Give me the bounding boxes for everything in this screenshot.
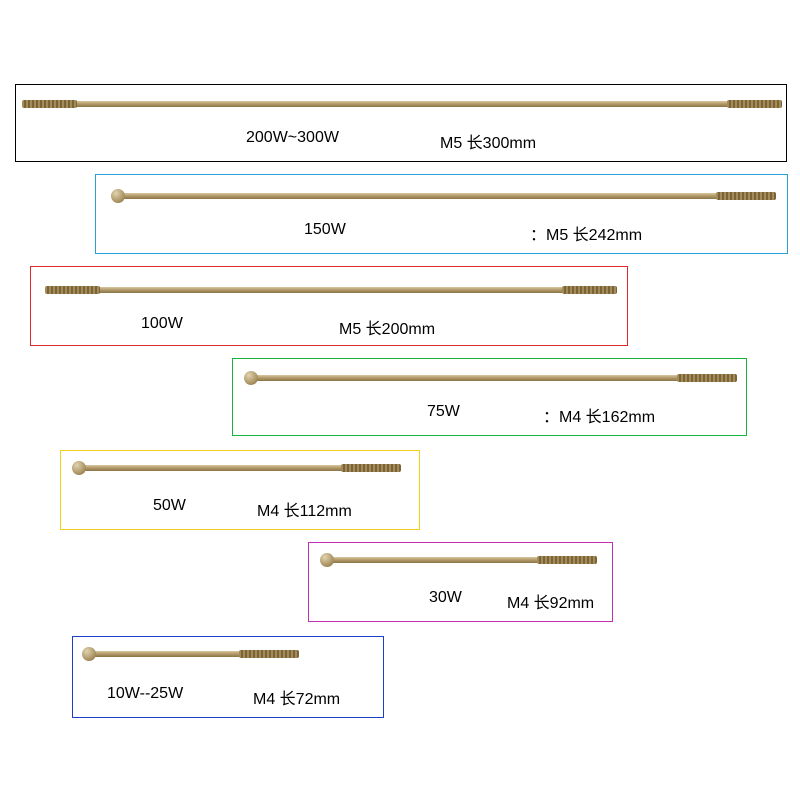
spec-box-r75: 75W ：M4 长162mm [232,358,747,436]
spec-label-r10: M4 长72mm [253,685,340,709]
watt-label-r300: 200W~300W [246,129,339,147]
watt-label-r100: 100W [141,315,183,333]
spec-label-r150: ：M5 长242mm [530,221,642,245]
watt-label-r150: 150W [304,221,346,239]
rod-r300 [22,101,782,107]
rod-r50 [79,465,401,471]
rod-r10 [89,651,299,657]
rod-r150 [118,193,776,199]
watt-label-r10: 10W--25W [107,685,183,703]
spec-box-r30: 30W M4 长92mm [308,542,613,622]
rod-head-r10 [82,647,96,661]
spec-box-r300: 200W~300W M5 长300mm [15,84,787,162]
spec-box-r50: 50W M4 长112mm [60,450,420,530]
rod-r75 [251,375,737,381]
rod-head-r150 [111,189,125,203]
rod-head-r50 [72,461,86,475]
rod-head-r75 [244,371,258,385]
rod-r100 [45,287,617,293]
spec-box-r10: 10W--25W M4 长72mm [72,636,384,718]
watt-label-r50: 50W [153,497,186,515]
spec-label-r50: M4 长112mm [257,497,352,521]
watt-label-r30: 30W [429,589,462,607]
rod-head-r30 [320,553,334,567]
spec-label-r300: M5 长300mm [440,129,536,153]
spec-box-r150: 150W ：M5 长242mm [95,174,788,254]
spec-label-r30: M4 长92mm [507,589,594,613]
spec-label-r100: M5 长200mm [339,315,435,339]
watt-label-r75: 75W [427,403,460,421]
spec-label-r75: ：M4 长162mm [543,403,655,427]
rod-r30 [327,557,597,563]
spec-box-r100: 100W M5 长200mm [30,266,628,346]
